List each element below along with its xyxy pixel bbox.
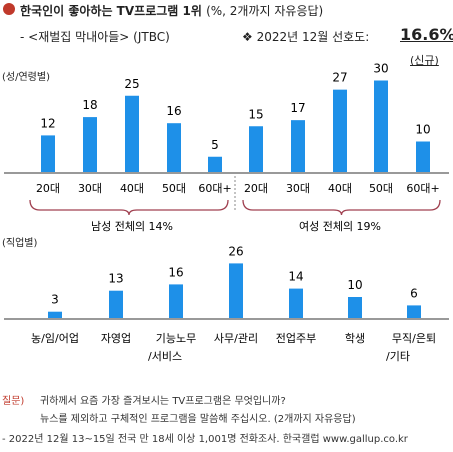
tick-label: /기타 <box>386 350 410 363</box>
group-summary-male: 남성 전체의 14% <box>91 220 173 233</box>
tick-label: 사무/관리 <box>214 332 258 345</box>
data-label: 10 <box>347 278 362 292</box>
rate-value: 16.6% <box>400 25 453 44</box>
data-label: 14 <box>288 270 303 284</box>
bar <box>291 120 305 172</box>
bullet-circle-icon <box>3 3 15 15</box>
group-summary-female: 여성 전체의 19% <box>299 220 381 233</box>
tick-label: 30대 <box>286 182 310 195</box>
tick-label: 60대+ <box>198 182 231 195</box>
bar <box>41 135 55 172</box>
bar <box>83 117 97 172</box>
data-label: 16 <box>168 265 183 279</box>
bar <box>348 297 362 318</box>
bar <box>249 126 263 172</box>
chart-title: 한국인이 좋아하는 TV프로그램 1위 (%, 2개까지 자유응답) <box>20 2 323 19</box>
data-label: 27 <box>332 71 347 85</box>
tick-label: 20대 <box>244 182 268 195</box>
bar <box>229 263 243 318</box>
bar <box>208 156 222 172</box>
question-line-2: 뉴스를 제외하고 구체적인 프로그램을 말씀해 주십시오. (2개까지 자유응답… <box>40 414 356 425</box>
tick-label: 60대+ <box>406 182 439 195</box>
tick-label: 자영업 <box>101 332 131 345</box>
bar <box>333 89 347 172</box>
bar <box>167 123 181 172</box>
data-label: 6 <box>410 286 418 300</box>
charts-svg: 12 18 25 16 5 15 17 27 30 10 20대 30대 40대 50대 60대+ 20대 30… <box>4 62 449 363</box>
tick-label: 기능노무 <box>156 332 196 345</box>
tick-label: 20대 <box>36 182 60 195</box>
data-label: 25 <box>124 77 139 91</box>
bracket-male <box>29 199 229 216</box>
tick-label: 50대 <box>162 182 186 195</box>
section-label-sex-age: (성/연령별) <box>2 72 50 83</box>
data-label: 15 <box>248 107 263 121</box>
question-line-1: 귀하께서 요즘 가장 즐겨보시는 TV프로그램은 무엇입니까? <box>40 396 286 407</box>
new-tag: (신규) <box>410 54 439 67</box>
bar <box>289 288 303 318</box>
bar <box>125 95 139 172</box>
source-note: - 2022년 12월 13~15일 전국 만 18세 이상 1,001명 전화… <box>2 434 408 445</box>
bar <box>416 141 430 172</box>
tick-label: /서비스 <box>148 350 182 363</box>
bar <box>48 311 62 318</box>
data-label: 13 <box>108 272 123 286</box>
data-label: 5 <box>211 138 219 152</box>
bracket-female <box>242 199 441 216</box>
tick-label: 40대 <box>328 182 352 195</box>
chart-title-text: 한국인이 좋아하는 TV프로그램 1위 <box>20 4 202 18</box>
bar <box>374 80 388 172</box>
data-label: 10 <box>415 123 430 137</box>
data-label: 30 <box>373 62 388 76</box>
tick-label: 전업주부 <box>276 332 316 345</box>
tick-label: 학생 <box>345 332 365 345</box>
tick-label: 무직/은퇴 <box>392 332 436 345</box>
data-label: 17 <box>290 101 305 115</box>
section-label-occupation: (직업별) <box>2 238 38 249</box>
bar <box>169 284 183 318</box>
tick-label: 농/임/어업 <box>31 332 79 345</box>
data-label: 16 <box>166 104 181 118</box>
data-label: 18 <box>82 98 97 112</box>
tick-label: 50대 <box>369 182 393 195</box>
question-label: 질문) <box>2 396 25 407</box>
bar <box>407 305 421 318</box>
rate-label: ❖ 2022년 12월 선호도: <box>242 30 370 44</box>
data-label: 26 <box>228 244 243 258</box>
data-label: 3 <box>51 293 59 307</box>
tick-label: 40대 <box>120 182 144 195</box>
bar <box>109 290 123 318</box>
data-label: 12 <box>40 116 55 130</box>
tick-label: 30대 <box>78 182 102 195</box>
program-name: - <재벌집 막내아들> (JTBC) <box>20 30 170 44</box>
chart-title-suffix: (%, 2개까지 자유응답) <box>206 4 324 18</box>
